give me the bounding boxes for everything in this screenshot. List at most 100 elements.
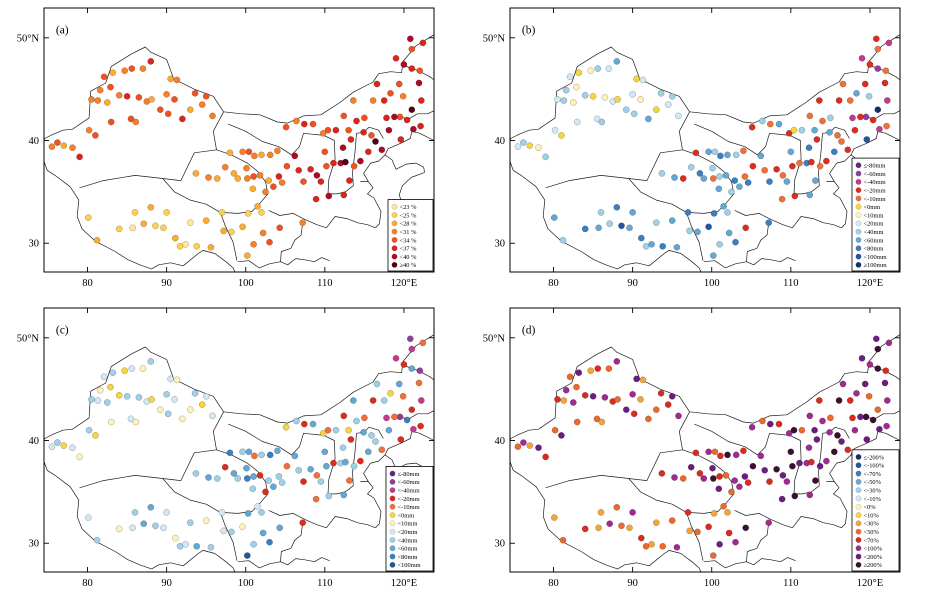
- legend: ≤-80mm<-60mm<-40mm<-20mm<-10mm<0mm<10mm<…: [385, 465, 434, 572]
- y-tick-label: 40: [29, 136, 40, 147]
- legend-swatch: [391, 245, 398, 252]
- panel-c-svg: 80 90 100 110 120°E304050°N(c)≤-80mm<-60mm<-…: [17, 307, 435, 589]
- legend-label: <0mm: [864, 204, 881, 211]
- legend-swatch: [855, 203, 862, 210]
- legend-swatch: [855, 553, 862, 560]
- legend-swatch: [389, 487, 396, 494]
- axes-frame: [509, 7, 901, 273]
- y-tick-label: 30: [29, 239, 40, 250]
- x-tick-label: 90: [161, 578, 172, 589]
- panel-letter: (b): [522, 25, 536, 37]
- legend-label: <100mm: [864, 254, 887, 261]
- legend: ≤-200% <-100%<-70%<-50%<-30% <-10%<0%<10% <…: [851, 449, 900, 572]
- legend: ≤-80mm<-60mm<-40mm<-20mm<-10mm<0mm<10mm<…: [851, 157, 900, 272]
- station-dots: [514, 335, 893, 559]
- legend-label: <10%: [864, 512, 880, 519]
- legend-swatch: [855, 220, 862, 227]
- panel-letter: (c): [56, 325, 69, 337]
- legend-swatch: [855, 245, 862, 252]
- legend-swatch: [855, 237, 862, 243]
- y-tick-label: 30: [29, 539, 40, 550]
- legend-swatch: [389, 520, 396, 527]
- legend-swatch: [855, 512, 862, 518]
- legend-label: <-100%: [864, 463, 885, 470]
- y-tick-label: 40: [495, 436, 506, 447]
- x-tick-label: 80: [548, 278, 559, 289]
- y-tick-label: 40: [29, 436, 40, 447]
- x-tick-label: 100: [704, 578, 720, 589]
- legend-label: <100mm: [398, 562, 421, 569]
- legend-swatch: [855, 162, 862, 169]
- x-tick-label: 90: [161, 278, 172, 289]
- legend-label: <70%: [864, 537, 880, 544]
- legend-label: <-40mm: [864, 179, 886, 186]
- axes-frame: [43, 307, 435, 573]
- legend-label: <-20mm: [398, 496, 420, 503]
- legend-swatch: [389, 470, 396, 477]
- legend-label: ≥200%: [864, 562, 883, 569]
- legend-swatch: [389, 561, 396, 568]
- x-tick-label: 110: [317, 278, 332, 289]
- legend-label: <34 %: [400, 237, 418, 244]
- axis-ticks: 80 90 100 110 120°E 30 40 50°N: [17, 8, 434, 289]
- x-tick-label: 80: [82, 578, 93, 589]
- legend-swatch: [389, 495, 396, 502]
- legend-label: <23 %: [400, 204, 418, 211]
- legend-swatch: [391, 203, 398, 210]
- legend-label: <60mm: [864, 237, 884, 244]
- legend-swatch: [391, 253, 398, 260]
- legend-swatch: [855, 261, 862, 268]
- legend-swatch: [855, 228, 862, 235]
- legend-swatch: [855, 495, 862, 502]
- legend-label: <-10mm: [398, 504, 420, 511]
- panel-b: 80 90 100 110 120°E 30 40 50°N (b) ≤-80mm <-60mm <-…: [466, 0, 932, 300]
- legend-swatch: [855, 462, 862, 469]
- y-tick-label: 50°N: [17, 33, 40, 44]
- panel-letter: (d): [522, 325, 536, 337]
- legend-swatch: [855, 187, 862, 194]
- y-tick-label: 40: [495, 136, 506, 147]
- x-tick-label: 90: [627, 578, 638, 589]
- legend-swatch: [391, 261, 398, 268]
- axis-ticks: 80 90 100 110 120°E 30 40 50°N: [483, 308, 900, 589]
- panel-a-svg: 80 90 100 110 120°E 30 40 50°N (a) <23 %<25 % <28 …: [17, 7, 435, 289]
- axis-ticks: 80 90 100 110 120°E 30 40 50°N: [17, 308, 434, 589]
- legend-swatch: [389, 545, 396, 552]
- x-tick-label: 80: [82, 278, 93, 289]
- x-tick-label: 100: [238, 278, 254, 289]
- panel-d-svg: 80 90 100 110 120°E304050°N(d)≤-200%<-100%<-…: [483, 307, 901, 589]
- legend-label: ≤-200%: [864, 454, 885, 461]
- legend-label: <0%: [864, 504, 877, 511]
- x-tick-label: 120°E: [857, 278, 883, 289]
- legend-label: <-60mm: [864, 171, 886, 178]
- china-basemap: [44, 34, 434, 272]
- x-tick-label: 110: [783, 278, 798, 289]
- legend-label: <20mm: [864, 221, 884, 228]
- legend-swatch: [855, 528, 862, 535]
- station-dots: [514, 35, 893, 259]
- legend-label: <80mm: [398, 554, 418, 561]
- legend-label: <-50%: [864, 479, 882, 486]
- legend-label: <60mm: [398, 546, 418, 553]
- legend-label: <50%: [864, 529, 880, 536]
- panel-d: 80 90 100 110 120°E 30 40 50°N (d) ≤-200% <-100% <-…: [466, 300, 932, 600]
- legend-swatch: [855, 520, 862, 527]
- legend-label: <-30%: [864, 487, 882, 494]
- legend-label: <40mm: [398, 537, 418, 544]
- legend-swatch: [389, 553, 396, 560]
- legend-label: <100%: [864, 546, 883, 553]
- legend-label: <80mm: [864, 246, 884, 253]
- legend-label: <10mm: [864, 212, 884, 219]
- x-tick-label: 120°E: [391, 278, 417, 289]
- panel-a: 80 90 100 110 120°E 30 40 50°N (a) <23 % <25 % <28 …: [0, 0, 466, 300]
- legend-swatch: [855, 478, 862, 485]
- legend-swatch: [391, 212, 398, 218]
- x-tick-label: 100: [238, 578, 254, 589]
- panel-letter: (a): [56, 25, 69, 37]
- legend-swatch: [855, 487, 862, 494]
- legend-swatch: [855, 253, 862, 260]
- legend-swatch: [391, 237, 398, 243]
- legend-label: <40 %: [400, 254, 418, 261]
- legend-label: ≤-80mm: [864, 163, 886, 170]
